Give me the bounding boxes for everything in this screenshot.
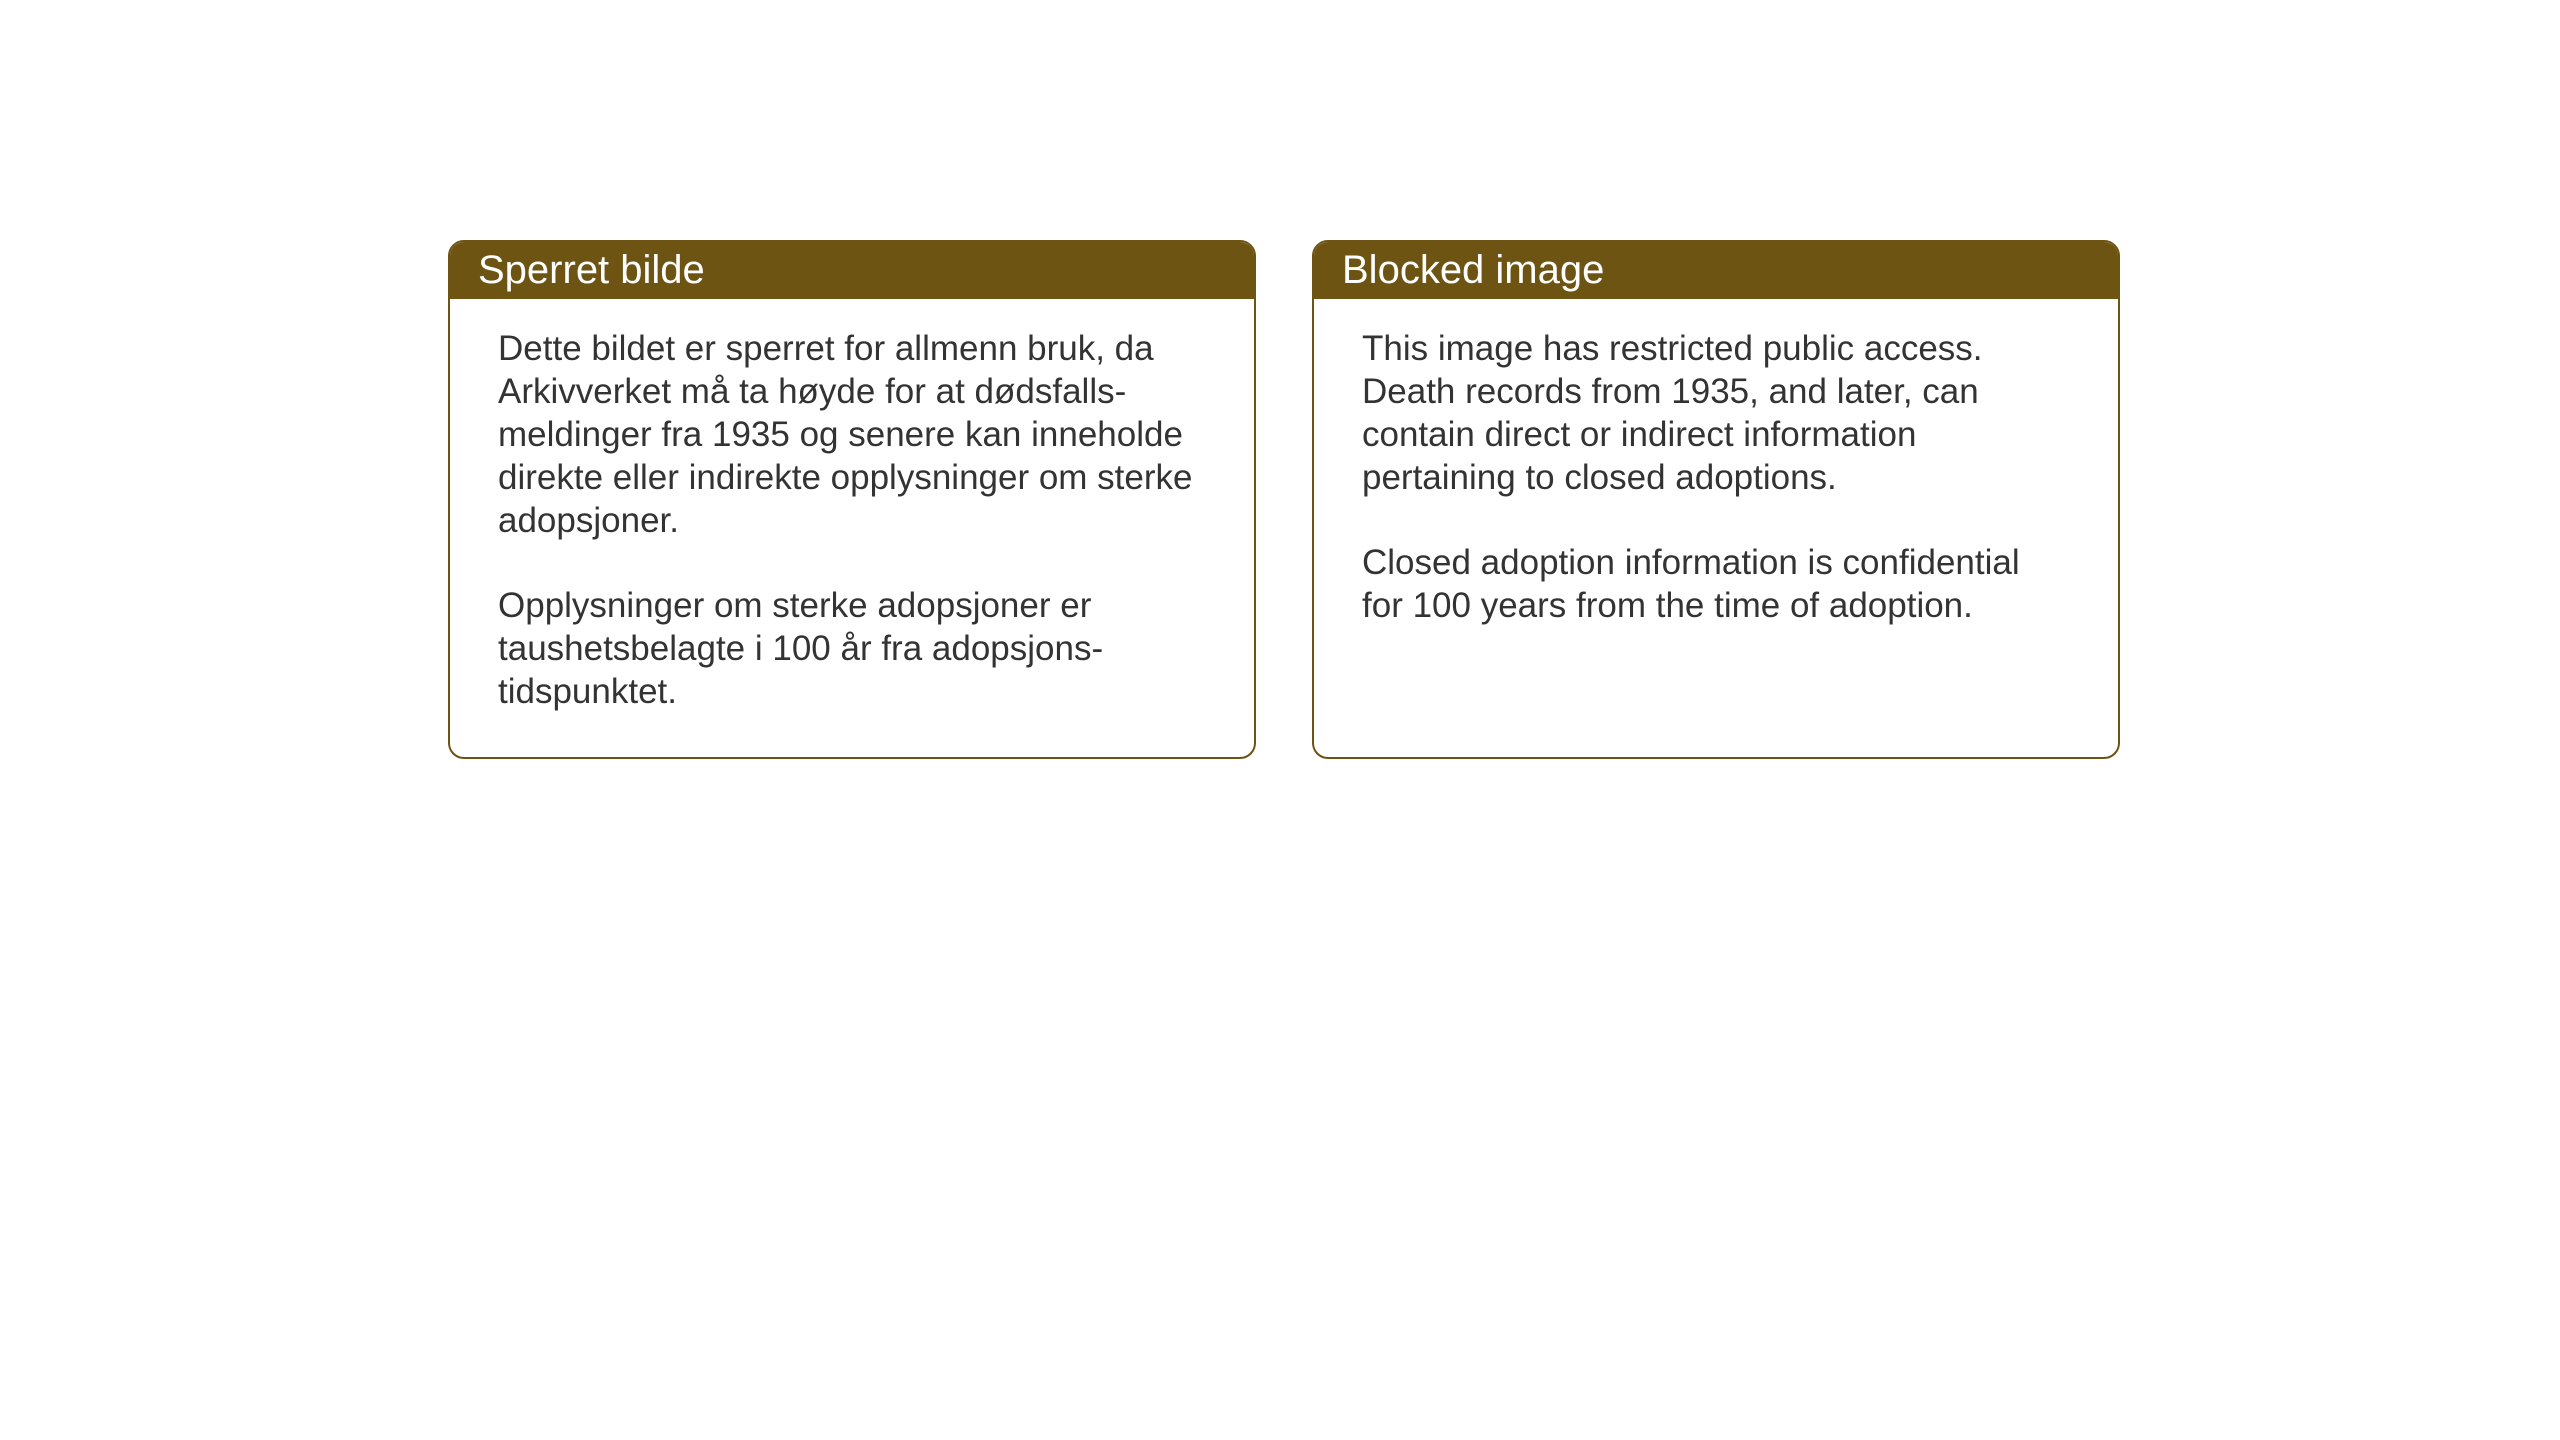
- english-paragraph-1: This image has restricted public access.…: [1362, 327, 2070, 499]
- norwegian-card-title: Sperret bilde: [450, 242, 1254, 299]
- english-notice-card: Blocked image This image has restricted …: [1312, 240, 2120, 759]
- norwegian-paragraph-1: Dette bildet er sperret for allmenn bruk…: [498, 327, 1206, 542]
- norwegian-card-body: Dette bildet er sperret for allmenn bruk…: [450, 299, 1254, 757]
- english-card-body: This image has restricted public access.…: [1314, 299, 2118, 671]
- norwegian-paragraph-2: Opplysninger om sterke adopsjoner er tau…: [498, 584, 1206, 713]
- english-paragraph-2: Closed adoption information is confident…: [1362, 541, 2070, 627]
- norwegian-notice-card: Sperret bilde Dette bildet er sperret fo…: [448, 240, 1256, 759]
- english-card-title: Blocked image: [1314, 242, 2118, 299]
- notice-cards-container: Sperret bilde Dette bildet er sperret fo…: [448, 240, 2120, 759]
